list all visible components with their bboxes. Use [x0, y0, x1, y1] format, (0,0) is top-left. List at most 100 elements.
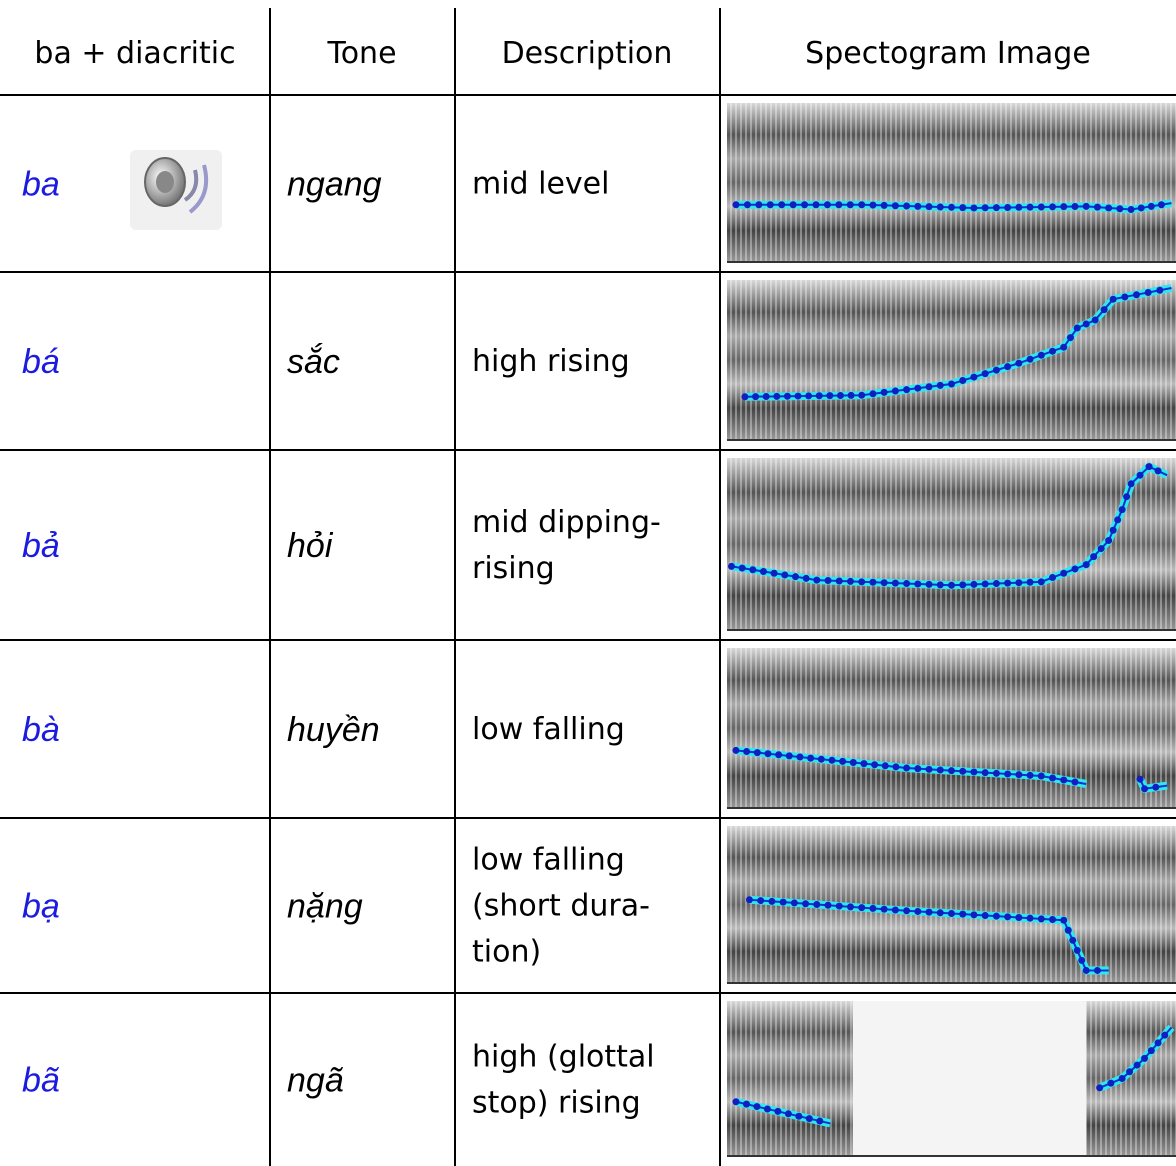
pitch-dot: [1027, 915, 1034, 922]
pitch-dot: [869, 390, 876, 397]
pitch-dot: [1161, 1032, 1168, 1039]
pitch-dot: [1152, 784, 1159, 791]
pitch-dot: [785, 1110, 792, 1117]
pitch-dot: [869, 202, 876, 209]
pitch-dot: [836, 903, 843, 910]
syllable: bà: [22, 711, 60, 749]
pitch-dot: [803, 575, 810, 582]
pitch-dot: [1134, 1062, 1141, 1069]
pitch-dot: [1107, 1080, 1114, 1087]
pitch-dot: [1004, 580, 1011, 587]
pitch-dot: [892, 388, 899, 395]
pitch-dot: [1110, 296, 1117, 303]
pitch-dot: [937, 581, 944, 588]
pitch-dot: [813, 901, 820, 908]
pitch-dot: [763, 393, 770, 400]
pitch-dot: [743, 1101, 750, 1108]
pitch-dot: [1146, 463, 1153, 470]
syllable: bả: [22, 527, 60, 565]
pitch-dot: [982, 580, 989, 587]
pitch-dot: [1027, 204, 1034, 211]
pitch-dot: [903, 580, 910, 587]
pitch-dot: [1128, 206, 1135, 213]
pitch-dot: [1074, 325, 1081, 332]
header-cell: Description: [502, 36, 673, 71]
pitch-dot: [1071, 203, 1078, 210]
pitch-dot: [1038, 203, 1045, 210]
pitch-dot: [760, 568, 767, 575]
pitch-dot: [749, 566, 756, 573]
pitch-dot: [1083, 967, 1090, 974]
pitch-dot: [839, 758, 846, 765]
pitch-dot: [892, 906, 899, 913]
pitch-dot: [970, 769, 977, 776]
pitch-dot: [1071, 565, 1078, 572]
pitch-dot: [771, 570, 778, 577]
pitch-dot: [1004, 363, 1011, 370]
pitch-dot: [1090, 553, 1097, 560]
pitch-dot: [1015, 360, 1022, 367]
pitch-dot: [1060, 203, 1067, 210]
page: ba + diacriticToneDescriptionSpectogram …: [0, 0, 1176, 1166]
pitch-dot: [914, 908, 921, 915]
pitch-dot: [1027, 356, 1034, 363]
pitch-dot: [764, 1105, 771, 1112]
description: rising: [472, 551, 555, 586]
pitch-dot: [881, 579, 888, 586]
pitch-dot: [732, 747, 739, 754]
pitch-dot: [1110, 527, 1117, 534]
pitch-dot: [764, 750, 771, 757]
pitch-dot: [1049, 348, 1056, 355]
pitch-dot: [732, 201, 739, 208]
pitch-dot: [892, 580, 899, 587]
pitch-dot: [1015, 579, 1022, 586]
pitch-dot: [926, 766, 933, 773]
tone-table: ba + diacriticToneDescriptionSpectogram …: [0, 0, 1176, 1166]
pitch-dot: [869, 905, 876, 912]
pitch-dot: [850, 759, 857, 766]
pitch-dot: [752, 393, 759, 400]
speaker-icon[interactable]: [130, 150, 222, 230]
pitch-dot: [903, 386, 910, 393]
spectrogram-image: [727, 458, 1176, 630]
pitch-dot: [982, 204, 989, 211]
pitch-dot: [1015, 914, 1022, 921]
pitch-dot: [1126, 1068, 1133, 1075]
spectrogram-image: [727, 280, 1176, 440]
pitch-dot: [914, 203, 921, 210]
pitch-dot: [1138, 204, 1145, 211]
pitch-dot: [812, 201, 819, 208]
spectrogram-image: [727, 1001, 1176, 1156]
pitch-dot: [1121, 293, 1128, 300]
pitch-dot: [1128, 480, 1135, 487]
pitch-dot: [826, 392, 833, 399]
pitch-dot: [801, 201, 808, 208]
pitch-dot: [1092, 317, 1099, 324]
pitch-dot: [802, 900, 809, 907]
pitch-dot: [754, 749, 761, 756]
pitch-dot: [836, 577, 843, 584]
pitch-dot: [807, 755, 814, 762]
pitch-dot: [1101, 306, 1108, 313]
pitch-dot: [1027, 772, 1034, 779]
pitch-dot: [755, 201, 762, 208]
pitch-dot: [1004, 913, 1011, 920]
pitch-dot: [1015, 771, 1022, 778]
pitch-dot: [824, 201, 831, 208]
syllable: bá: [22, 343, 60, 381]
tone-name: ngang: [287, 166, 382, 204]
pitch-dot: [858, 578, 865, 585]
pitch-dot: [1065, 927, 1072, 934]
pitch-dot: [993, 580, 1000, 587]
pitch-dot: [914, 385, 921, 392]
pitch-dot: [1094, 204, 1101, 211]
header-cell: Tone: [326, 36, 396, 71]
pitch-dot: [1083, 321, 1090, 328]
description: tion): [472, 935, 541, 970]
pitch-dot: [1049, 916, 1056, 923]
pitch-dot: [1119, 1075, 1126, 1082]
pitch-dot: [1038, 352, 1045, 359]
pitch-dot: [847, 578, 854, 585]
pitch-dot: [847, 201, 854, 208]
pitch-dot: [767, 201, 774, 208]
